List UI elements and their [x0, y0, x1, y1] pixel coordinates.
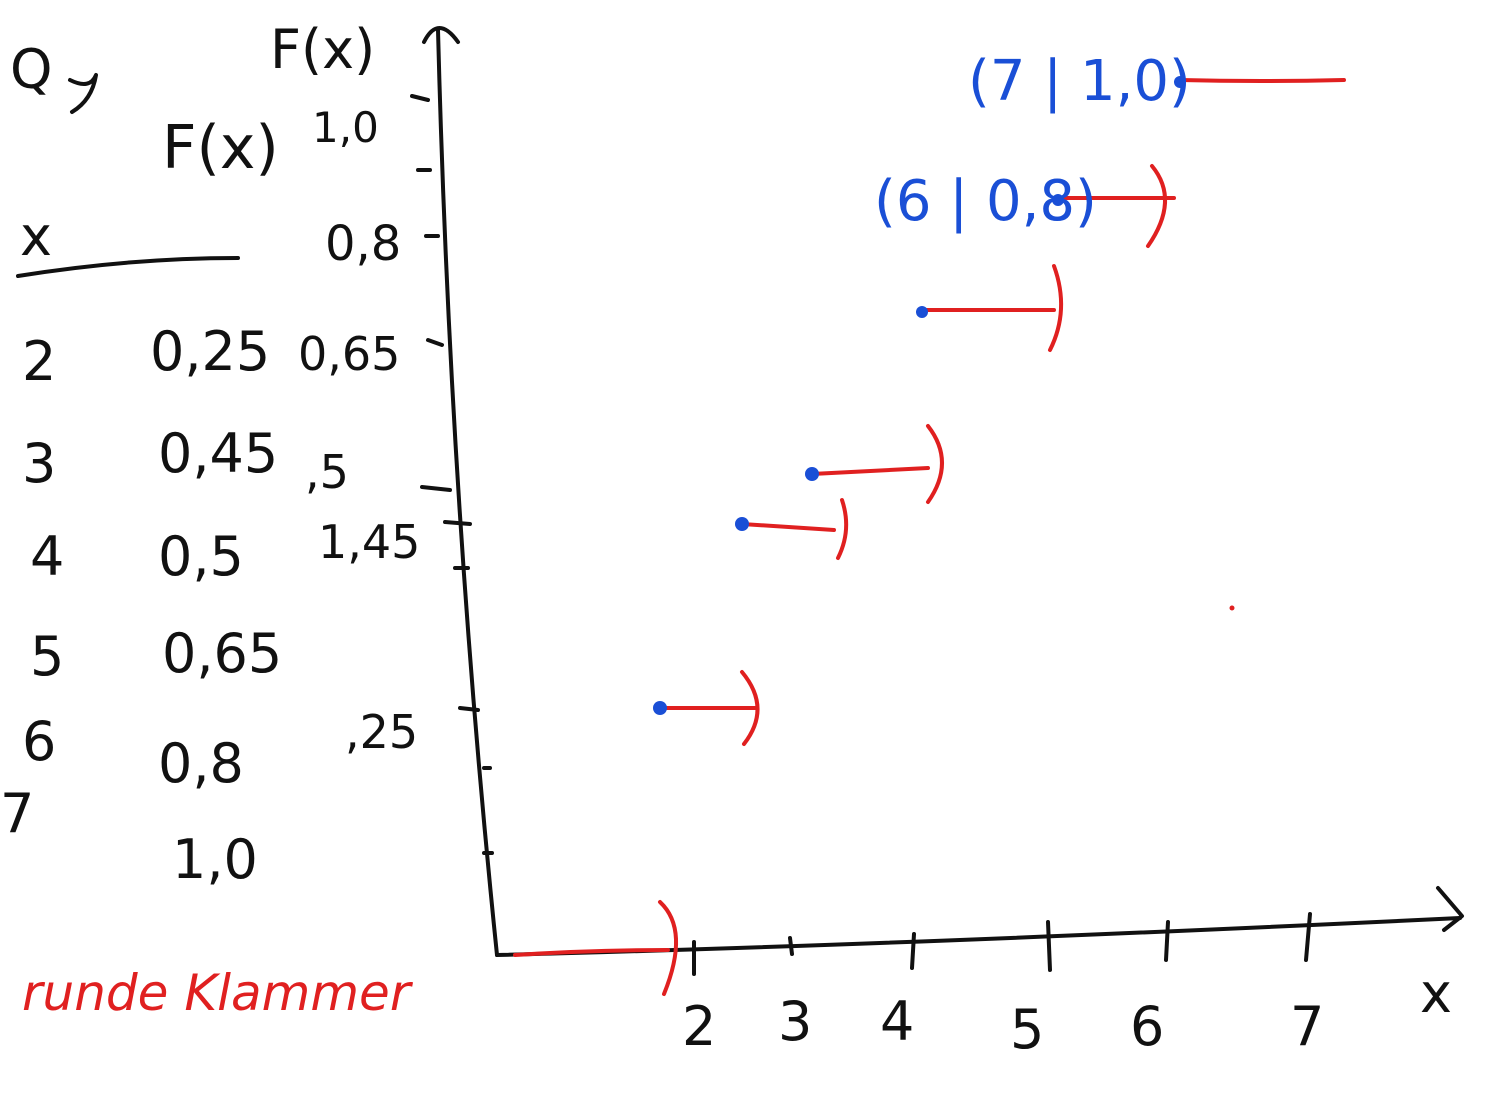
y-tick	[426, 338, 444, 347]
step-segment	[805, 424, 944, 504]
point-label: (6 | 0,8)	[874, 169, 1097, 234]
y-tick-label: 0,65	[298, 327, 400, 381]
table-row-x: 4	[30, 525, 64, 588]
step-segment	[653, 670, 760, 746]
x-tick	[910, 932, 916, 970]
table-row-x: 2	[22, 330, 56, 393]
y-tick	[443, 520, 472, 526]
closed-dot	[805, 467, 819, 481]
closed-dot	[1174, 76, 1186, 88]
y-tick-label: ,5	[305, 445, 349, 499]
table-row-fx: 1,0	[172, 828, 258, 891]
x-tick-label: 5	[1010, 998, 1044, 1061]
table-header-rule	[16, 256, 240, 278]
x-tick-label: 6	[1130, 995, 1164, 1058]
step-line	[810, 466, 930, 476]
x-tick-label: 2	[682, 995, 716, 1058]
step-line	[1178, 78, 1346, 83]
step-segment	[1052, 164, 1176, 248]
table-row-fx: 0,65	[162, 622, 282, 685]
table-row-x: 7	[0, 782, 34, 845]
table-header-x: x	[20, 205, 52, 268]
step-segment	[916, 264, 1064, 352]
stray-dot	[1229, 605, 1235, 611]
open-bracket	[740, 670, 760, 746]
x-axis-label: x	[1420, 962, 1452, 1025]
step-line	[513, 948, 670, 957]
open-bracket	[1146, 164, 1167, 248]
x-axis-arrow	[1436, 886, 1464, 932]
x-tick	[1046, 920, 1052, 972]
step-segments	[513, 76, 1346, 996]
x-tick-label: 3	[778, 990, 812, 1053]
x-ticks	[692, 912, 1312, 976]
table-row-x: 3	[22, 432, 56, 495]
table-row-x: 5	[30, 625, 64, 688]
closed-dot	[1052, 194, 1064, 206]
y-axis	[436, 28, 499, 957]
y-axis-arrow	[422, 26, 460, 44]
step-line	[740, 522, 836, 532]
open-bracket	[836, 498, 849, 560]
bracket-note: runde Klammer	[22, 964, 414, 1022]
y-tick-label: 1,0	[312, 103, 379, 152]
x-tick	[1304, 912, 1312, 962]
step-segment	[735, 498, 849, 560]
y-tick	[420, 485, 452, 492]
closed-dot	[735, 517, 749, 531]
y-tick-label: 1,45	[318, 515, 420, 569]
table-header-fx: F(x)	[162, 113, 279, 183]
y-tick-label: ,25	[345, 705, 418, 759]
y-tick	[458, 706, 480, 712]
table-row-fx: 0,5	[158, 525, 244, 588]
x-tick-label: 4	[880, 990, 914, 1053]
y-axis-label: F(x)	[270, 18, 375, 81]
corner-mark: Q	[10, 38, 53, 101]
table-row-fx: 0,8	[158, 732, 244, 795]
x-tick	[788, 936, 794, 956]
table-row-fx: 0,45	[158, 422, 278, 485]
closed-dot	[916, 306, 928, 318]
corner-arrow	[68, 73, 98, 114]
open-bracket	[658, 900, 679, 996]
closed-dot	[653, 701, 667, 715]
value-table: 2 0,25 3 0,45 4 0,5 5 0,65 6 0,8 7 1,0	[0, 320, 282, 891]
open-bracket	[1048, 264, 1064, 352]
x-tick-label: 7	[1290, 995, 1324, 1058]
table-row-x: 6	[22, 710, 56, 773]
y-ticks	[410, 94, 494, 855]
table-row-fx: 0,25	[150, 320, 270, 383]
y-tick	[410, 94, 430, 102]
y-tick-label: 0,8	[325, 216, 401, 272]
step-segment	[513, 900, 679, 996]
x-tick	[1164, 920, 1170, 962]
step-segment	[1174, 76, 1346, 88]
point-label: (7 | 1,0)	[968, 49, 1191, 114]
open-bracket	[926, 424, 944, 504]
